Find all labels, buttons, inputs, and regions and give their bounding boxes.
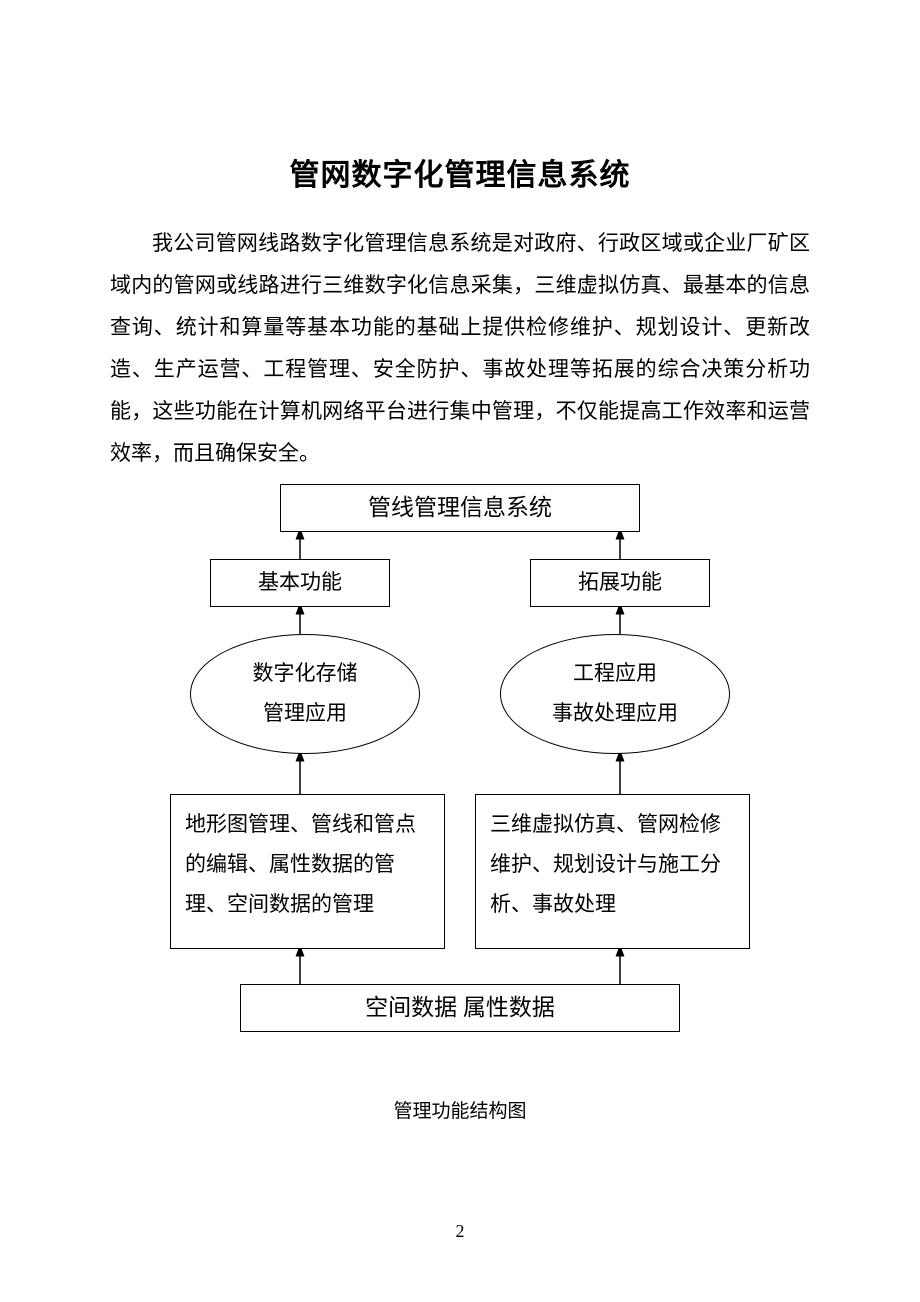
node-basic-label: 基本功能 (258, 563, 342, 603)
flowchart-diagram: 管线管理信息系统 基本功能 拓展功能 数字化存储 管理应用 工程应用 事故处理应… (110, 484, 810, 1074)
intro-paragraph: 我公司管网线路数字化管理信息系统是对政府、行政区域或企业厂矿区域内的管网或线路进… (110, 222, 810, 474)
node-engineering-line1: 工程应用 (573, 654, 657, 694)
node-ext-label: 拓展功能 (578, 563, 662, 603)
node-data-layer: 空间数据 属性数据 (240, 984, 680, 1032)
document-title: 管网数字化管理信息系统 (110, 150, 810, 194)
node-basic-functions: 基本功能 (210, 559, 390, 607)
node-digital-storage-line2: 管理应用 (263, 694, 347, 734)
node-detail-right: 三维虚拟仿真、管网检修维护、规划设计与施工分析、事故处理 (475, 794, 750, 949)
node-engineering-line2: 事故处理应用 (552, 694, 678, 734)
node-system-title: 管线管理信息系统 (280, 484, 640, 532)
node-digital-storage: 数字化存储 管理应用 (190, 634, 420, 754)
node-digital-storage-line1: 数字化存储 (253, 654, 358, 694)
node-extended-functions: 拓展功能 (530, 559, 710, 607)
node-detail-left-text: 地形图管理、管线和管点的编辑、属性数据的管理、空间数据的管理 (185, 812, 416, 916)
node-engineering-app: 工程应用 事故处理应用 (500, 634, 730, 754)
page-number: 2 (0, 1221, 920, 1242)
diagram-caption: 管理功能结构图 (110, 1096, 810, 1123)
node-system-label: 管线管理信息系统 (368, 486, 552, 530)
node-data-label: 空间数据 属性数据 (365, 986, 555, 1030)
node-detail-left: 地形图管理、管线和管点的编辑、属性数据的管理、空间数据的管理 (170, 794, 445, 949)
node-detail-right-text: 三维虚拟仿真、管网检修维护、规划设计与施工分析、事故处理 (490, 812, 721, 916)
